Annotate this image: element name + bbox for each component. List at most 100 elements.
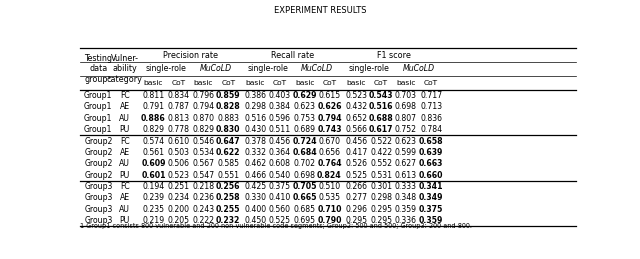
Text: 0.561: 0.561 — [142, 148, 164, 157]
Text: CoT: CoT — [171, 80, 185, 86]
Text: 0.566: 0.566 — [345, 125, 367, 134]
Text: 0.834: 0.834 — [167, 91, 189, 100]
Text: 0.684: 0.684 — [292, 148, 317, 157]
Text: Group3: Group3 — [84, 205, 113, 214]
Text: FC: FC — [120, 136, 129, 146]
Text: 0.547: 0.547 — [193, 171, 214, 180]
Text: 0.359: 0.359 — [419, 216, 444, 225]
Text: 0.656: 0.656 — [319, 148, 340, 157]
Text: 0.384: 0.384 — [269, 103, 291, 111]
Text: basic: basic — [245, 80, 265, 86]
Text: 0.266: 0.266 — [345, 182, 367, 191]
Text: MuCoLD: MuCoLD — [403, 64, 435, 74]
Text: 0.296: 0.296 — [345, 205, 367, 214]
Text: PU: PU — [120, 171, 130, 180]
Text: 0.466: 0.466 — [244, 171, 266, 180]
Text: 0.430: 0.430 — [244, 125, 266, 134]
Text: 0.400: 0.400 — [244, 205, 266, 214]
Text: 0.546: 0.546 — [193, 136, 214, 146]
Text: single-role: single-role — [145, 64, 186, 74]
Text: 0.567: 0.567 — [193, 159, 214, 168]
Text: 0.277: 0.277 — [345, 193, 367, 202]
Text: 0.506: 0.506 — [167, 159, 189, 168]
Text: 0.609: 0.609 — [141, 159, 166, 168]
Text: 0.698: 0.698 — [395, 103, 417, 111]
Text: 1 Group1 consists 800 vulnerable and 200 non-vulnerable code segments; Group2: 5: 1 Group1 consists 800 vulnerable and 200… — [80, 223, 472, 229]
Text: 0.255: 0.255 — [216, 205, 241, 214]
Text: 0.652: 0.652 — [345, 114, 367, 123]
Text: 0.526: 0.526 — [345, 159, 367, 168]
Text: basic: basic — [143, 80, 163, 86]
Text: Group2: Group2 — [84, 148, 113, 157]
Text: 0.375: 0.375 — [269, 182, 291, 191]
Text: Group1: Group1 — [84, 91, 113, 100]
Text: 0.599: 0.599 — [395, 148, 417, 157]
Text: 0.717: 0.717 — [420, 91, 442, 100]
Text: AU: AU — [119, 205, 130, 214]
Text: 0.256: 0.256 — [216, 182, 241, 191]
Text: basic: basic — [295, 80, 314, 86]
Text: FC: FC — [120, 182, 129, 191]
Text: 0.333: 0.333 — [395, 182, 417, 191]
Text: 0.511: 0.511 — [269, 125, 291, 134]
Text: MuCoLD: MuCoLD — [301, 64, 333, 74]
Text: 0.523: 0.523 — [345, 91, 367, 100]
Text: MuCoLD: MuCoLD — [200, 64, 232, 74]
Text: 0.724: 0.724 — [292, 136, 317, 146]
Text: 0.341: 0.341 — [419, 182, 444, 191]
Text: 0.764: 0.764 — [317, 159, 342, 168]
Text: 0.364: 0.364 — [269, 148, 291, 157]
Text: 0.222: 0.222 — [193, 216, 214, 225]
Text: 0.710: 0.710 — [317, 205, 342, 214]
Text: 0.639: 0.639 — [419, 148, 444, 157]
Text: 0.830: 0.830 — [216, 125, 241, 134]
Text: 0.753: 0.753 — [294, 114, 316, 123]
Text: EXPERIMENT RESULTS: EXPERIMENT RESULTS — [274, 6, 366, 16]
Text: 0.623: 0.623 — [294, 103, 316, 111]
Text: 0.456: 0.456 — [345, 136, 367, 146]
Text: 0.456: 0.456 — [269, 136, 291, 146]
Text: 0.194: 0.194 — [142, 182, 164, 191]
Text: 0.870: 0.870 — [193, 114, 214, 123]
Text: 0.601: 0.601 — [141, 171, 166, 180]
Text: AU: AU — [119, 159, 130, 168]
Text: 0.552: 0.552 — [370, 159, 392, 168]
Text: 0.883: 0.883 — [218, 114, 239, 123]
Text: 0.836: 0.836 — [420, 114, 442, 123]
Text: 0.543: 0.543 — [369, 91, 394, 100]
Text: 0.425: 0.425 — [244, 182, 266, 191]
Text: PU: PU — [120, 216, 130, 225]
Text: 0.243: 0.243 — [193, 205, 214, 214]
Text: 0.665: 0.665 — [292, 193, 317, 202]
Text: 0.787: 0.787 — [167, 103, 189, 111]
Text: 0.752: 0.752 — [395, 125, 417, 134]
Text: 0.510: 0.510 — [319, 182, 340, 191]
Text: CoT: CoT — [424, 80, 438, 86]
Text: 0.688: 0.688 — [369, 114, 394, 123]
Text: AE: AE — [120, 193, 130, 202]
Text: 0.219: 0.219 — [142, 216, 164, 225]
Text: CoT: CoT — [221, 80, 236, 86]
Text: 0.375: 0.375 — [419, 205, 444, 214]
Text: 0.432: 0.432 — [345, 103, 367, 111]
Text: Vulner-
ability
category: Vulner- ability category — [107, 54, 143, 84]
Text: 0.235: 0.235 — [143, 205, 164, 214]
Text: F1 score: F1 score — [377, 51, 411, 60]
Text: 0.574: 0.574 — [142, 136, 164, 146]
Text: 0.522: 0.522 — [370, 136, 392, 146]
Text: 0.386: 0.386 — [244, 91, 266, 100]
Text: 0.551: 0.551 — [217, 171, 239, 180]
Text: 0.232: 0.232 — [216, 216, 241, 225]
Text: 0.886: 0.886 — [141, 114, 166, 123]
Text: 0.298: 0.298 — [244, 103, 266, 111]
Text: 0.535: 0.535 — [319, 193, 340, 202]
Text: AE: AE — [120, 103, 130, 111]
Text: 0.627: 0.627 — [395, 159, 417, 168]
Text: 0.811: 0.811 — [142, 91, 164, 100]
Text: 0.658: 0.658 — [419, 136, 444, 146]
Text: 0.516: 0.516 — [244, 114, 266, 123]
Text: AU: AU — [119, 114, 130, 123]
Text: 0.332: 0.332 — [244, 148, 266, 157]
Text: 0.295: 0.295 — [345, 216, 367, 225]
Text: 0.660: 0.660 — [419, 171, 444, 180]
